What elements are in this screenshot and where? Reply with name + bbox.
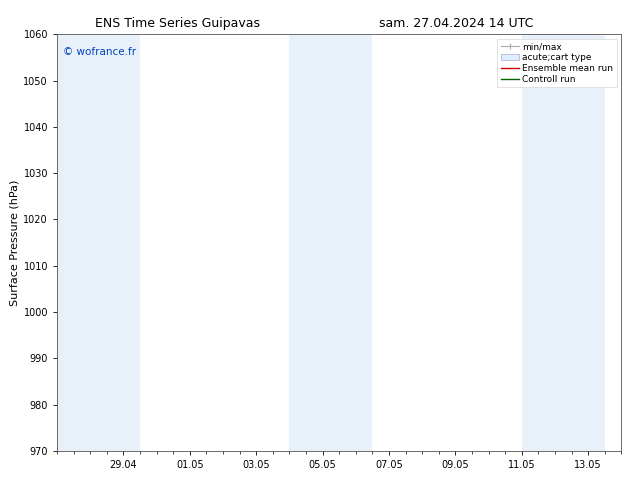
Legend: min/max, acute;cart type, Ensemble mean run, Controll run: min/max, acute;cart type, Ensemble mean … (497, 39, 617, 87)
Text: © wofrance.fr: © wofrance.fr (63, 47, 136, 57)
Bar (107, 34, 140, 451)
Bar (522, 34, 571, 451)
Text: ENS Time Series Guipavas: ENS Time Series Guipavas (95, 17, 260, 30)
Bar (57, 34, 107, 451)
Text: sam. 27.04.2024 14 UTC: sam. 27.04.2024 14 UTC (379, 17, 534, 30)
Bar (289, 34, 339, 451)
Bar (339, 34, 372, 451)
Y-axis label: Surface Pressure (hPa): Surface Pressure (hPa) (10, 179, 19, 306)
Bar (571, 34, 605, 451)
